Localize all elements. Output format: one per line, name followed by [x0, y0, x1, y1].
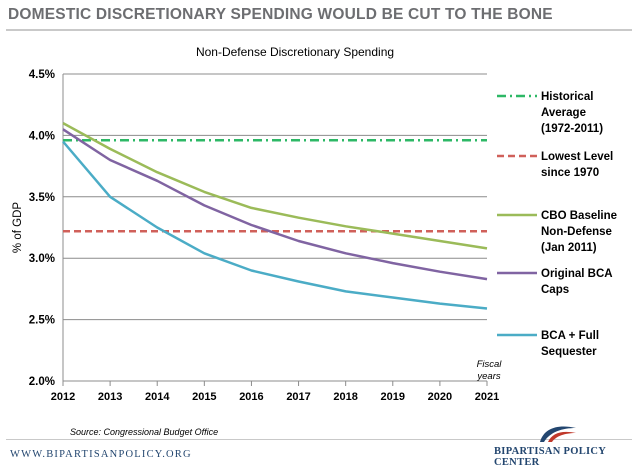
x-tick-label: 2020: [428, 391, 452, 403]
page-title: DOMESTIC DISCRETIONARY SPENDING WOULD BE…: [8, 6, 553, 23]
x-tick-label: 2013: [98, 391, 122, 403]
legend-label: Historical: [541, 91, 593, 103]
legend-label: since 1970: [541, 167, 599, 179]
chart-title: Non-Defense Discretionary Spending: [196, 45, 394, 59]
legend-label: Original BCA: [541, 268, 613, 280]
x-tick-label: 2019: [381, 391, 405, 403]
y-tick-label: 3.5%: [29, 192, 55, 204]
title-divider: [6, 29, 632, 31]
legend-label: Lowest Level: [541, 151, 613, 163]
y-tick-label: 4.0%: [29, 130, 55, 142]
y-tick-label: 2.5%: [29, 315, 55, 327]
y-tick-label: 3.0%: [29, 253, 55, 265]
legend-label: CBO Baseline: [541, 210, 617, 222]
x-axis-label: Fiscal: [477, 359, 503, 370]
x-tick-label: 2016: [239, 391, 263, 403]
legend-label: BCA + Full: [541, 330, 599, 342]
series-line: [62, 128, 488, 281]
legend-label: (1972-2011): [541, 123, 603, 135]
x-tick-label: 2021: [475, 391, 499, 403]
bpc-logo-icon: [540, 426, 576, 442]
legend-label: Caps: [541, 284, 569, 296]
x-tick-label: 2018: [333, 391, 357, 403]
website-link[interactable]: WWW.BIPARTISANPOLICY.ORG: [10, 449, 192, 460]
x-tick-label: 2015: [192, 391, 216, 403]
legend-label: (Jan 2011): [541, 242, 597, 254]
x-tick-label: 2014: [145, 391, 170, 403]
organization-name: BIPARTISAN POLICY CENTER: [494, 446, 606, 468]
y-axis-label: % of GDP: [12, 202, 24, 253]
footer-divider: [6, 439, 632, 440]
y-tick-label: 4.5%: [29, 69, 55, 81]
legend-label: Average: [541, 107, 586, 119]
series-line: [62, 122, 488, 250]
legend-label: Sequester: [541, 346, 597, 358]
source-note: Source: Congressional Budget Office: [70, 427, 218, 437]
legend-label: Non-Defense: [541, 226, 612, 238]
x-tick-label: 2012: [51, 391, 75, 403]
series-line: [62, 140, 488, 310]
x-tick-label: 2017: [286, 391, 310, 403]
y-tick-label: 2.0%: [29, 376, 55, 388]
x-axis-label: years: [476, 371, 500, 382]
